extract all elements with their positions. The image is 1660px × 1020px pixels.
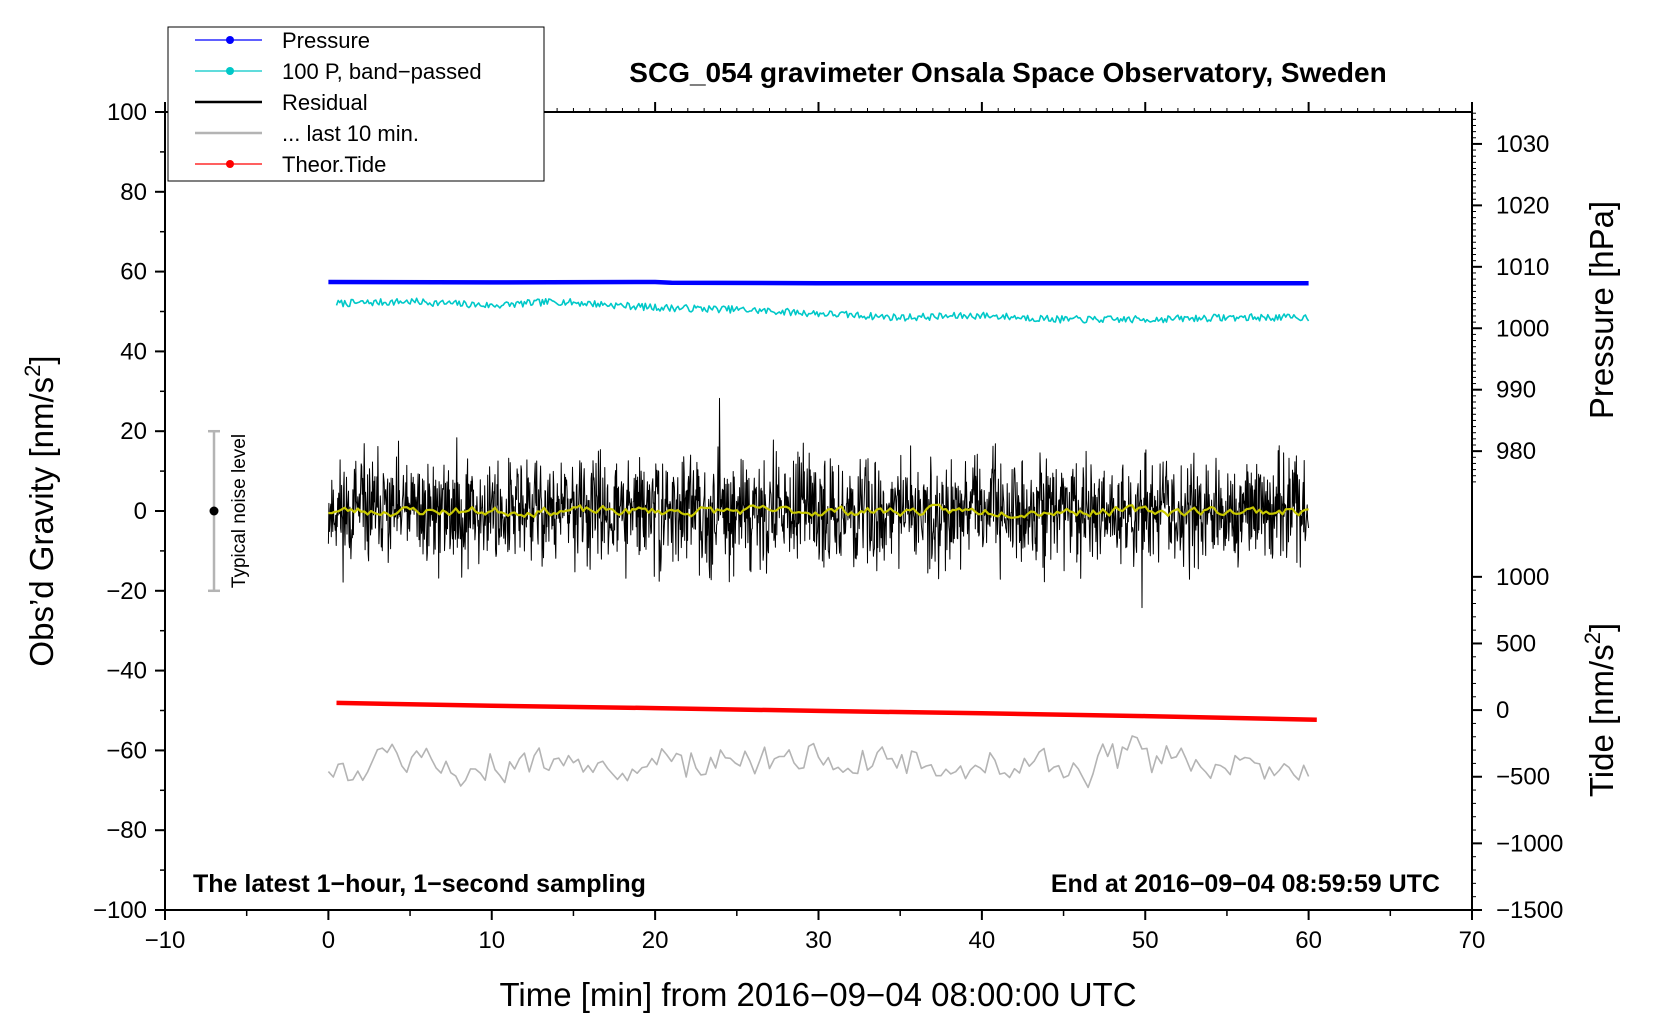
tide-tick-label: −500 [1496, 764, 1550, 791]
x-tick-label: −10 [145, 927, 186, 954]
pressure-tick-label: 990 [1496, 377, 1536, 404]
legend-label-100-p-band-passed: 100 P, band−passed [282, 59, 482, 84]
x-axis-title: Time [min] from 2016−09−04 08:00:00 UTC [499, 976, 1136, 1013]
x-tick-label: 0 [322, 927, 335, 954]
y-axis-title-left-sup: 2 [20, 365, 45, 377]
series-theor-tide [336, 700, 1317, 722]
y-tick-label: 40 [120, 338, 147, 365]
y-axis-title-left: Obs’d Gravity [nm/s2] [20, 355, 60, 666]
noise-bar-group: Typical noise level [208, 429, 250, 593]
x-tick-label: 60 [1295, 927, 1322, 954]
y-tick-label: 60 [120, 259, 147, 286]
legend-items: Pressure 100 P, band−passed Residual ... la… [195, 28, 482, 177]
y-tick-label: 0 [134, 498, 147, 525]
x-tick-label: 10 [478, 927, 505, 954]
y-axis-title-pressure: Pressure [hPa] [1583, 201, 1620, 419]
pressure-tick-label: 1030 [1496, 131, 1549, 158]
legend-label-last-10-min: ... last 10 min. [282, 121, 419, 146]
series-residual [327, 397, 1310, 609]
x-tick-label: 40 [969, 927, 996, 954]
pressure-tick-label: 1000 [1496, 315, 1549, 342]
y-tick-label: −60 [106, 737, 147, 764]
y-tick-label: 20 [120, 418, 147, 445]
pressure-tick-label: 1010 [1496, 254, 1549, 281]
y-axis-title-tide-end: ] [1583, 623, 1620, 632]
legend-marker-pressure [226, 36, 234, 44]
y-tick-label: −80 [106, 817, 147, 844]
axis-ticks: −10 0 10 20 30 40 50 60 70−100−80−60−40−20020406… [93, 99, 1563, 954]
pressure-tick-label: 1020 [1496, 192, 1549, 219]
y-tick-label: 100 [107, 99, 147, 126]
noise-bar-center-dot [209, 506, 219, 516]
x-tick-label: 30 [805, 927, 832, 954]
legend-marker-theor-tide [226, 160, 234, 168]
y-tick-label: −40 [106, 658, 147, 685]
y-tick-label: −20 [106, 578, 147, 605]
y-axis-title-tide: Tide [nm/s2] [1580, 623, 1620, 797]
series-layer [327, 279, 1317, 789]
annotation-right: End at 2016−09−04 08:59:59 UTC [1051, 870, 1440, 898]
x-tick-label: 70 [1459, 927, 1486, 954]
legend-label-residual: Residual [282, 90, 368, 115]
legend-box [167, 26, 545, 182]
y-axis-title-left-end: ] [23, 355, 60, 364]
series-100-p-band-passed [335, 297, 1310, 324]
x-tick-label: 20 [642, 927, 669, 954]
tide-tick-label: 1000 [1496, 564, 1549, 591]
noise-bar-label: Typical noise level [229, 434, 250, 588]
y-axis-title-tide-sup: 2 [1580, 632, 1605, 644]
legend-label-pressure: Pressure [282, 28, 370, 53]
tide-tick-label: 0 [1496, 697, 1509, 724]
legend: Pressure 100 P, band−passed Residual ... la… [167, 26, 545, 182]
y-tick-label: −100 [93, 897, 147, 924]
series-last-10-min [327, 735, 1310, 789]
tide-tick-label: −1500 [1496, 897, 1563, 924]
legend-label-theor-tide: Theor.Tide [282, 152, 386, 177]
series-pressure [328, 279, 1309, 286]
y-axis-title-tide-main: Tide [nm/s [1583, 644, 1620, 797]
y-tick-label: 80 [120, 179, 147, 206]
series-residual-smoothed [328, 503, 1309, 519]
tide-tick-label: −1000 [1496, 830, 1563, 857]
pressure-tick-label: 980 [1496, 438, 1536, 465]
chart-title: SCG_054 gravimeter Onsala Space Observat… [629, 57, 1386, 88]
y-axis-title-left-main: Obs’d Gravity [nm/s [23, 377, 60, 667]
tide-tick-label: 500 [1496, 630, 1536, 657]
annotation-left: The latest 1−hour, 1−second sampling [193, 870, 646, 898]
x-tick-label: 50 [1132, 927, 1159, 954]
legend-marker-100-p-band-passed [226, 67, 234, 75]
